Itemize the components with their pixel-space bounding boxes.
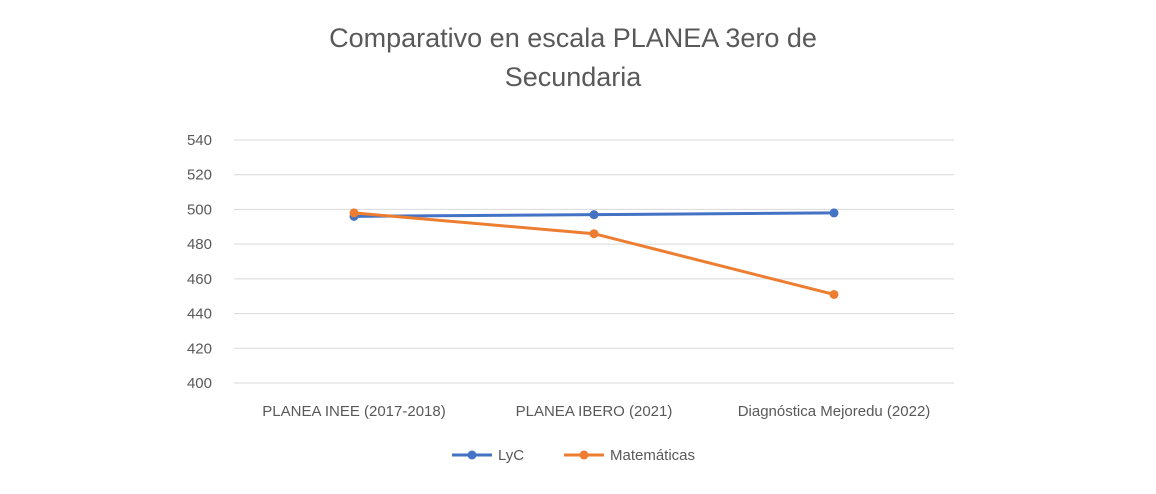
x-axis-category-labels: PLANEA INEE (2017-2018) PLANEA IBERO (202… [262,403,930,420]
legend: LyC Matemáticas [452,447,695,464]
legend-swatch-marker [579,450,589,460]
data-point [829,289,839,299]
y-tick-label: 400 [187,375,212,392]
data-point [829,208,839,218]
y-tick-label: 520 [187,167,212,184]
data-point [589,229,599,239]
data-point [589,210,599,220]
data-point [349,208,359,218]
y-tick-label: 540 [187,132,212,149]
legend-label: LyC [498,447,524,464]
y-tick-label: 460 [187,271,212,288]
legend-swatch-marker [467,450,477,460]
chart-title-line-1: Comparativo en escala PLANEA 3ero de [329,23,817,53]
y-tick-label: 480 [187,236,212,253]
legend-label: Matemáticas [610,447,695,464]
y-tick-label: 500 [187,201,212,218]
chart-title-line-2: Secundaria [505,62,643,92]
x-category-label: Diagnóstica Mejoredu (2022) [738,403,931,420]
y-tick-label: 440 [187,306,212,323]
gridlines [234,139,954,384]
series-lines [349,208,839,299]
chart-title: Comparativo en escala PLANEA 3ero de Sec… [329,23,817,92]
y-tick-label: 420 [187,340,212,357]
x-category-label: PLANEA IBERO (2021) [516,403,673,420]
y-axis-tick-labels: 540 520 500 480 460 440 420 400 [187,132,212,392]
series-line-2 [352,211,836,296]
x-category-label: PLANEA INEE (2017-2018) [262,403,445,420]
